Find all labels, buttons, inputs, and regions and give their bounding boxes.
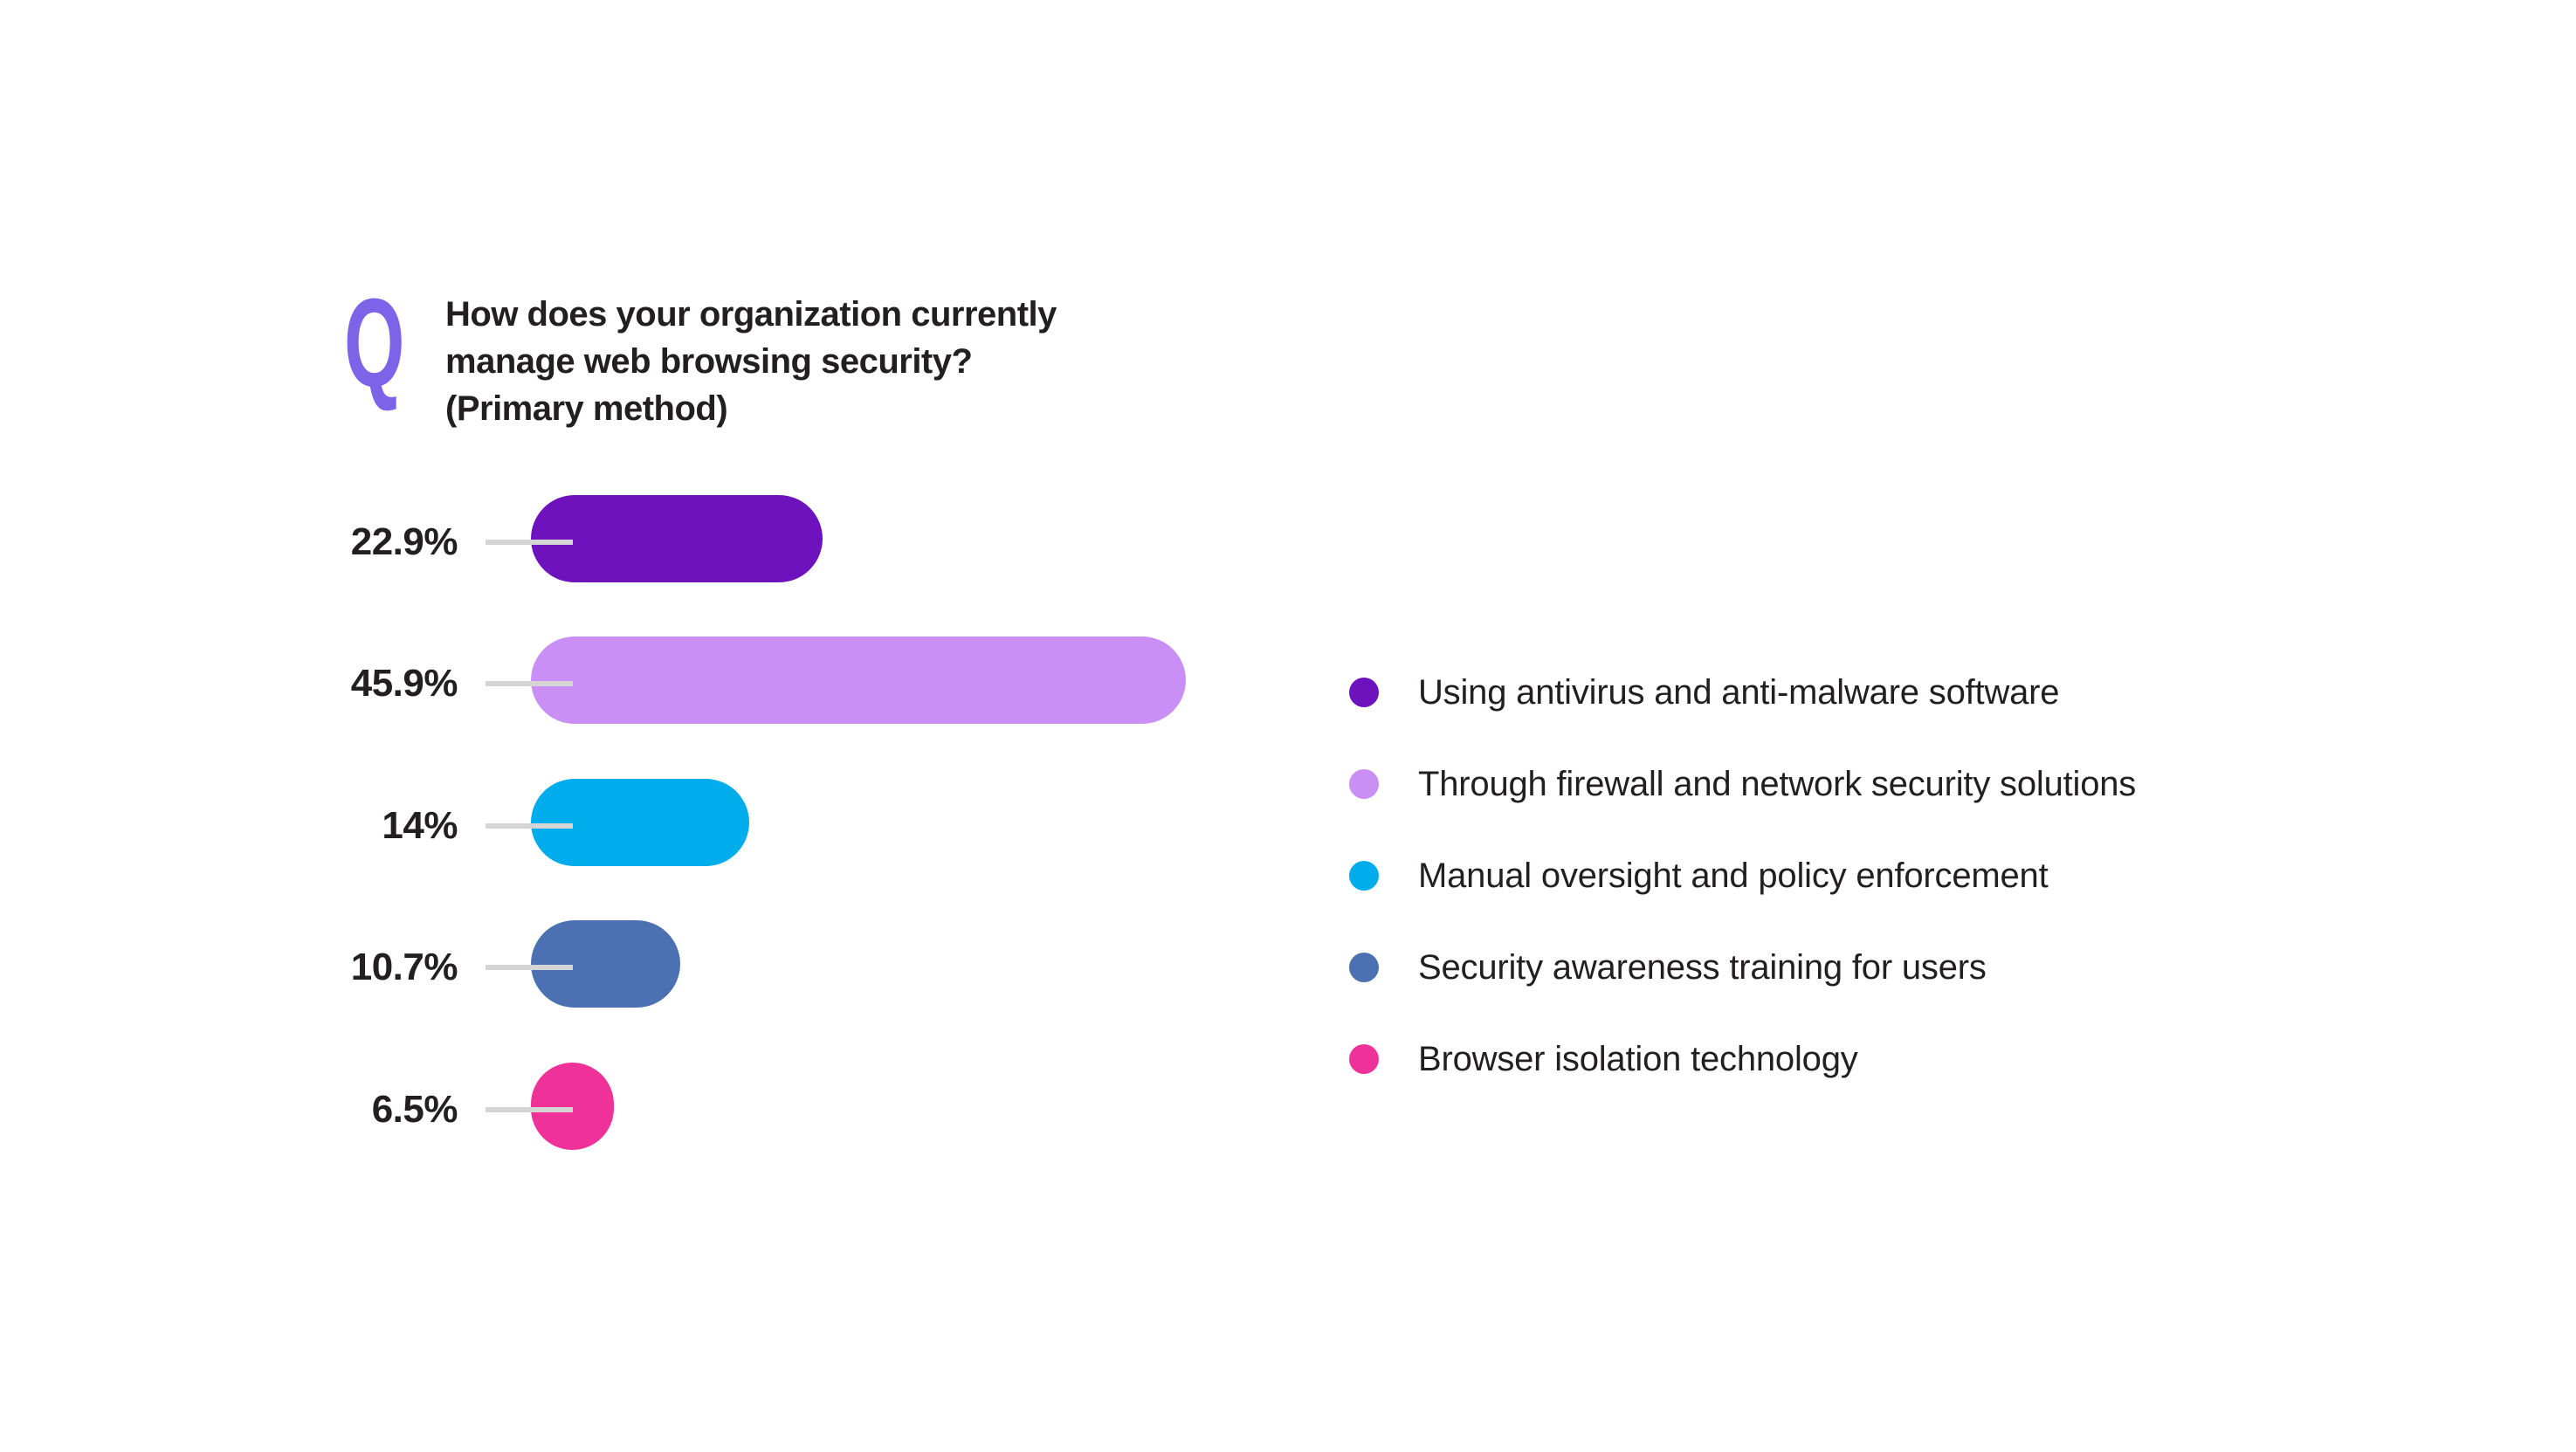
- connector-line: [486, 965, 573, 970]
- bar-firewall: [531, 637, 1186, 724]
- bar-awareness-training: [531, 920, 680, 1008]
- bar-row: 22.9%: [0, 495, 2576, 582]
- bar-manual-oversight: [531, 779, 749, 866]
- bar-antivirus: [531, 495, 823, 582]
- bar-row: 10.7%: [0, 920, 2576, 1008]
- connector-line: [486, 823, 573, 829]
- legend-dot: [1349, 953, 1379, 982]
- bar-row: 45.9%: [0, 637, 2576, 724]
- legend-item: Using antivirus and anti-malware softwar…: [1349, 667, 2196, 718]
- bar-browser-isolation: [531, 1063, 614, 1150]
- bar-row: 6.5%: [0, 1063, 2576, 1150]
- legend-label: Using antivirus and anti-malware softwar…: [1418, 673, 2060, 712]
- value-label: 45.9%: [350, 662, 458, 705]
- value-label: 22.9%: [350, 520, 458, 563]
- legend-item: Through firewall and network security so…: [1349, 759, 2196, 809]
- legend-label: Security awareness training for users: [1418, 948, 1987, 987]
- connector-line: [486, 540, 573, 545]
- value-label: 10.7%: [350, 946, 458, 988]
- legend-label: Through firewall and network security so…: [1418, 765, 2137, 803]
- value-label: 14%: [382, 804, 458, 847]
- legend-dot: [1349, 861, 1379, 891]
- connector-line: [486, 1107, 573, 1112]
- legend-item: Browser isolation technology: [1349, 1034, 2196, 1084]
- legend: Using antivirus and anti-malware softwar…: [1349, 667, 2196, 1125]
- value-label: 6.5%: [371, 1088, 458, 1131]
- question-text: How does your organization currently man…: [445, 295, 1057, 428]
- legend-dot: [1349, 678, 1379, 707]
- question-icon: Q: [344, 272, 405, 413]
- legend-label: Manual oversight and policy enforcement: [1418, 857, 2049, 895]
- connector-line: [486, 681, 573, 686]
- legend-item: Security awareness training for users: [1349, 942, 2196, 993]
- legend-item: Manual oversight and policy enforcement: [1349, 850, 2196, 901]
- legend-dot: [1349, 769, 1379, 799]
- bar-row: 14%: [0, 779, 2576, 866]
- legend-label: Browser isolation technology: [1418, 1040, 1858, 1078]
- legend-dot: [1349, 1044, 1379, 1074]
